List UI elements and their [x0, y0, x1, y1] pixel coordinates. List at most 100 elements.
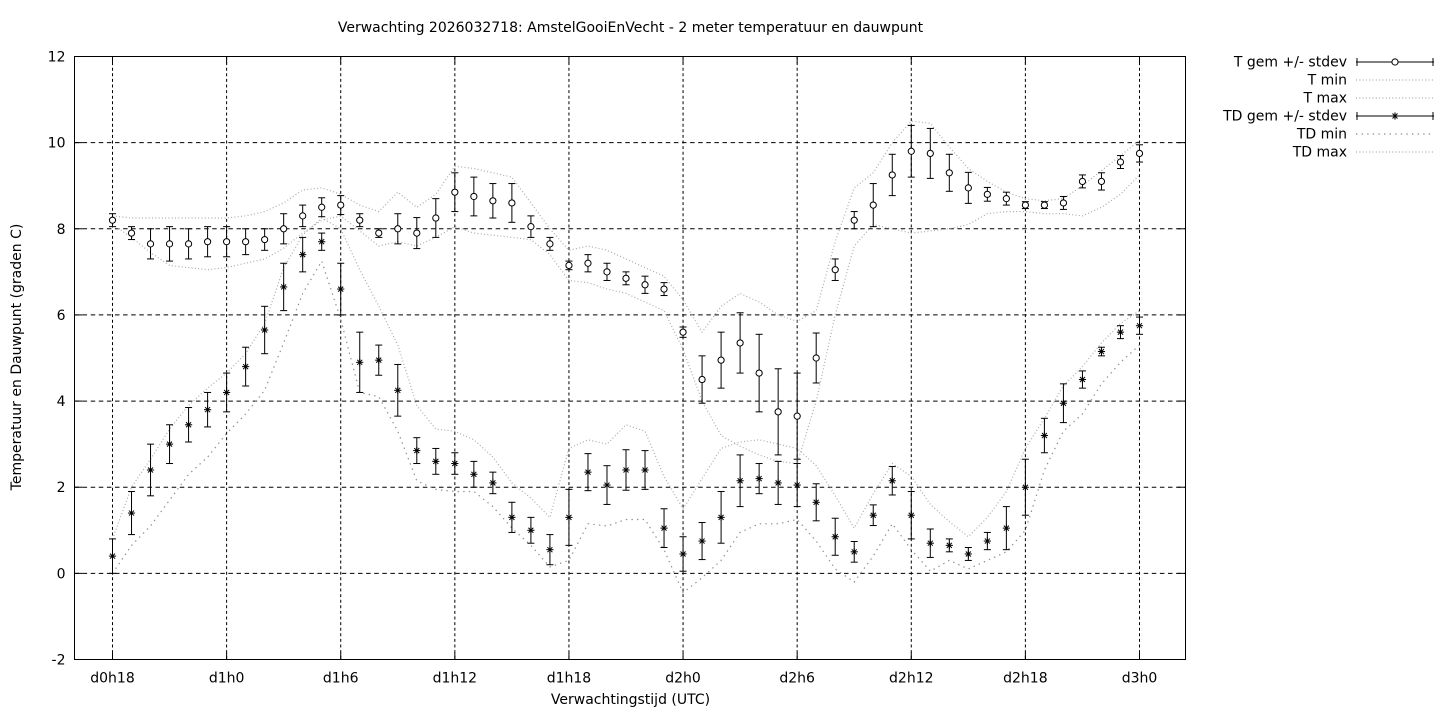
x-tick-label: d1h18 [547, 671, 591, 687]
td-min-curve [112, 259, 1140, 594]
td-gem-stdev-point-marker [204, 406, 211, 413]
x-axis-label: Verwachtingstijd (UTC) [550, 692, 711, 708]
t-gem-stdev-point-marker [1059, 199, 1068, 207]
td-gem-stdev-point-marker [490, 480, 496, 486]
t-gem-stdev-point-marker [774, 408, 782, 416]
chart-title: Verwachting 2026032718: AmstelGooiEnVech… [337, 20, 924, 36]
t-max-curve [112, 120, 1140, 334]
y-tick-label: 6 [57, 308, 66, 324]
td-gem-stdev-point-marker [794, 482, 801, 488]
t-gem-stdev-point-marker [641, 281, 649, 289]
td-gem-stdev-point-marker [623, 467, 629, 473]
x-tick-label: d2h18 [1003, 671, 1047, 687]
td-gem-stdev-point-marker [1136, 322, 1143, 329]
td-gem-stdev-point-marker [1003, 525, 1010, 531]
td-gem-stdev-point-marker [927, 540, 934, 547]
t-gem-stdev-point-marker [622, 274, 630, 282]
t-gem-stdev-point-marker [242, 238, 250, 246]
t-gem-stdev-point-marker [869, 201, 877, 209]
t-gem-stdev-point-marker [223, 238, 231, 246]
y-tick-label: 10 [48, 136, 66, 152]
td-gem-stdev-point-marker [394, 387, 401, 394]
td-gem-stdev-point-marker [413, 447, 420, 454]
x-tick-label: d1h6 [323, 671, 359, 687]
t-gem-stdev-point-marker [337, 201, 345, 209]
td-gem-stdev-point-marker [737, 477, 743, 484]
t-gem-stdev-point-marker [394, 225, 402, 233]
plot-border [74, 56, 1186, 660]
td-gem-stdev-point-marker [128, 510, 135, 516]
td-gem-stdev-point-marker [946, 542, 953, 549]
t-gem-stdev-point-marker [793, 412, 801, 420]
td-gem-stdev-point-marker [604, 482, 610, 488]
t-gem-stdev-point-marker [261, 235, 269, 244]
x-tick-label: d0h18 [90, 671, 134, 687]
t-gem-stdev-point-marker [926, 149, 934, 158]
td-gem-stdev-point-marker [889, 477, 896, 484]
t-gem-stdev-point-marker [660, 285, 668, 293]
td-gem-stdev-point-marker [851, 548, 858, 555]
t-gem-stdev-point-marker [184, 240, 193, 248]
t-min-curve [112, 174, 1140, 465]
td-gem-stdev-point-marker [470, 471, 477, 478]
td-gem-stdev-point-marker [147, 467, 154, 473]
td-gem-stdev-point-marker [699, 538, 705, 544]
t-gem-stdev-point-marker [203, 238, 212, 246]
t-gem-stdev-point-marker [299, 212, 307, 220]
t-gem-stdev-point-marker [1021, 201, 1029, 209]
t-gem-stdev-point-marker [508, 199, 516, 207]
td-gem-stdev-point-marker [984, 538, 991, 544]
y-tick-label: 0 [57, 566, 66, 582]
t-gem-stdev-point-marker [356, 216, 364, 224]
td-gem-stdev-point-marker [1022, 484, 1029, 491]
t-gem-stdev-point-marker [432, 214, 440, 222]
td-gem-stdev-point-marker [1060, 400, 1067, 407]
legend-t-gem-stdev-label: T gem +/- stdev [1233, 55, 1347, 71]
t-gem-stdev-point-marker [1116, 158, 1125, 166]
legend-t-min-label: T min [1307, 73, 1347, 89]
td-gem-stdev-point-marker [661, 525, 667, 531]
td-gem-stdev-point-marker [775, 480, 782, 486]
td-gem-stdev-point-marker [337, 286, 344, 292]
td-gem-stdev-point-marker [356, 359, 363, 366]
t-gem-stdev-point-marker [565, 261, 573, 269]
td-gem-stdev-point-marker [185, 421, 192, 428]
x-tick-label: d2h12 [889, 671, 933, 687]
td-gem-stdev-point-marker [375, 357, 382, 364]
x-tick-label: d3h0 [1122, 671, 1158, 687]
t-gem-stdev-point-marker [983, 190, 991, 198]
td-gem-stdev-point-marker [223, 389, 230, 396]
t-gem-stdev-point-marker [489, 197, 497, 205]
t-gem-stdev-point-marker [736, 339, 744, 347]
td-gem-stdev-point-marker [1079, 376, 1086, 383]
td-gem-stdev-point-marker [318, 238, 325, 245]
t-gem-stdev-point-marker [470, 192, 478, 201]
t-gem-stdev-point-marker [146, 240, 155, 248]
t-gem-stdev-point-marker [280, 225, 288, 233]
legend-t-max-label: T max [1302, 91, 1347, 107]
t-gem-stdev-point-marker [1135, 149, 1144, 158]
td-gem-stdev-point-marker [451, 460, 458, 467]
td-gem-stdev-point-marker [432, 458, 439, 465]
legend-td-min-label: TD min [1296, 127, 1347, 143]
td-gem-stdev-point-marker [585, 469, 591, 475]
t-gem-stdev-point-marker [850, 216, 858, 224]
td-gem-stdev-point-marker [547, 546, 553, 553]
td-gem-stdev-point-marker [908, 512, 915, 519]
t-gem-stdev-point-marker [812, 354, 820, 362]
t-gem-stdev-point-marker [1078, 177, 1087, 186]
td-gem-stdev-point-marker [1117, 329, 1124, 336]
t-gem-stdev-point-marker [1040, 201, 1049, 209]
td-gem-stdev-point-marker [756, 475, 762, 482]
td-gem-stdev-point-marker [832, 533, 839, 540]
legend-td-max-label: TD max [1292, 145, 1347, 161]
y-tick-label: 8 [57, 222, 66, 238]
td-gem-stdev-point-marker [870, 512, 877, 519]
td-gem-stdev-point-marker [965, 551, 972, 557]
t-gem-stdev-point-marker [964, 184, 972, 192]
t-gem-stdev-point-marker [527, 223, 535, 231]
td-gem-stdev-point-marker [813, 499, 820, 506]
td-gem-stdev-point-marker [280, 284, 287, 290]
t-gem-stdev-point-marker [603, 268, 611, 276]
